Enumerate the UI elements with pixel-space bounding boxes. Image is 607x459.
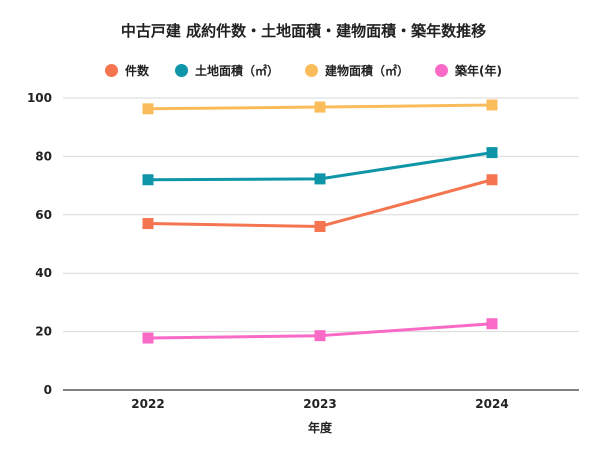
y-tick-label: 20 <box>35 325 52 339</box>
data-point[interactable] <box>486 99 498 111</box>
series-4 <box>142 318 498 344</box>
y-tick-label: 60 <box>35 208 52 222</box>
legend-item-count[interactable]: 件数 <box>104 62 149 79</box>
data-point[interactable] <box>486 318 498 330</box>
series-2 <box>142 147 498 186</box>
legend: 件数 土地面積（㎡） 建物面積（㎡） 築年(年) <box>0 62 607 79</box>
data-point[interactable] <box>314 173 326 185</box>
series-1 <box>142 174 498 232</box>
series-group <box>142 99 498 344</box>
legend-label-building-age: 築年(年) <box>455 64 503 78</box>
x-axis-title: 年度 <box>308 420 333 435</box>
legend-label-land-area: 土地面積（㎡） <box>195 64 280 78</box>
x-tick-label: 2022 <box>131 397 164 411</box>
series-3 <box>142 99 498 115</box>
data-point[interactable] <box>142 174 154 186</box>
data-point[interactable] <box>314 220 326 232</box>
chart-title: 中古戸建 成約件数・土地面積・建物面積・築年数推移 <box>120 22 487 40</box>
data-point[interactable] <box>314 330 326 342</box>
series-line <box>147 178 493 228</box>
legend-marker-count <box>104 64 118 77</box>
data-point[interactable] <box>142 218 154 230</box>
legend-item-building-age[interactable]: 築年(年) <box>435 62 502 79</box>
data-point[interactable] <box>486 147 498 159</box>
data-point[interactable] <box>142 103 154 115</box>
legend-label-count: 件数 <box>124 64 149 78</box>
y-tick-label: 100 <box>27 91 52 105</box>
data-point[interactable] <box>486 174 498 186</box>
data-point[interactable] <box>142 332 154 344</box>
y-axis-ticks: 0 20 40 60 80 100 <box>27 91 52 397</box>
data-point[interactable] <box>314 101 326 113</box>
gridlines <box>63 97 579 391</box>
legend-item-land-area[interactable]: 土地面積（㎡） <box>175 62 279 79</box>
legend-item-building-area[interactable]: 建物面積（㎡） <box>305 62 409 79</box>
x-axis-ticks: 2022 2023 2024 <box>131 397 508 411</box>
y-tick-label: 40 <box>35 266 52 280</box>
legend-marker-building-age <box>435 64 449 77</box>
legend-marker-land-area <box>175 64 188 77</box>
legend-label-building-area: 建物面積（㎡） <box>325 64 410 78</box>
x-tick-label: 2024 <box>475 397 508 411</box>
legend-marker-building-area <box>305 64 319 77</box>
x-tick-label: 2023 <box>303 397 336 411</box>
y-tick-label: 0 <box>44 383 52 397</box>
y-tick-label: 80 <box>35 149 52 163</box>
